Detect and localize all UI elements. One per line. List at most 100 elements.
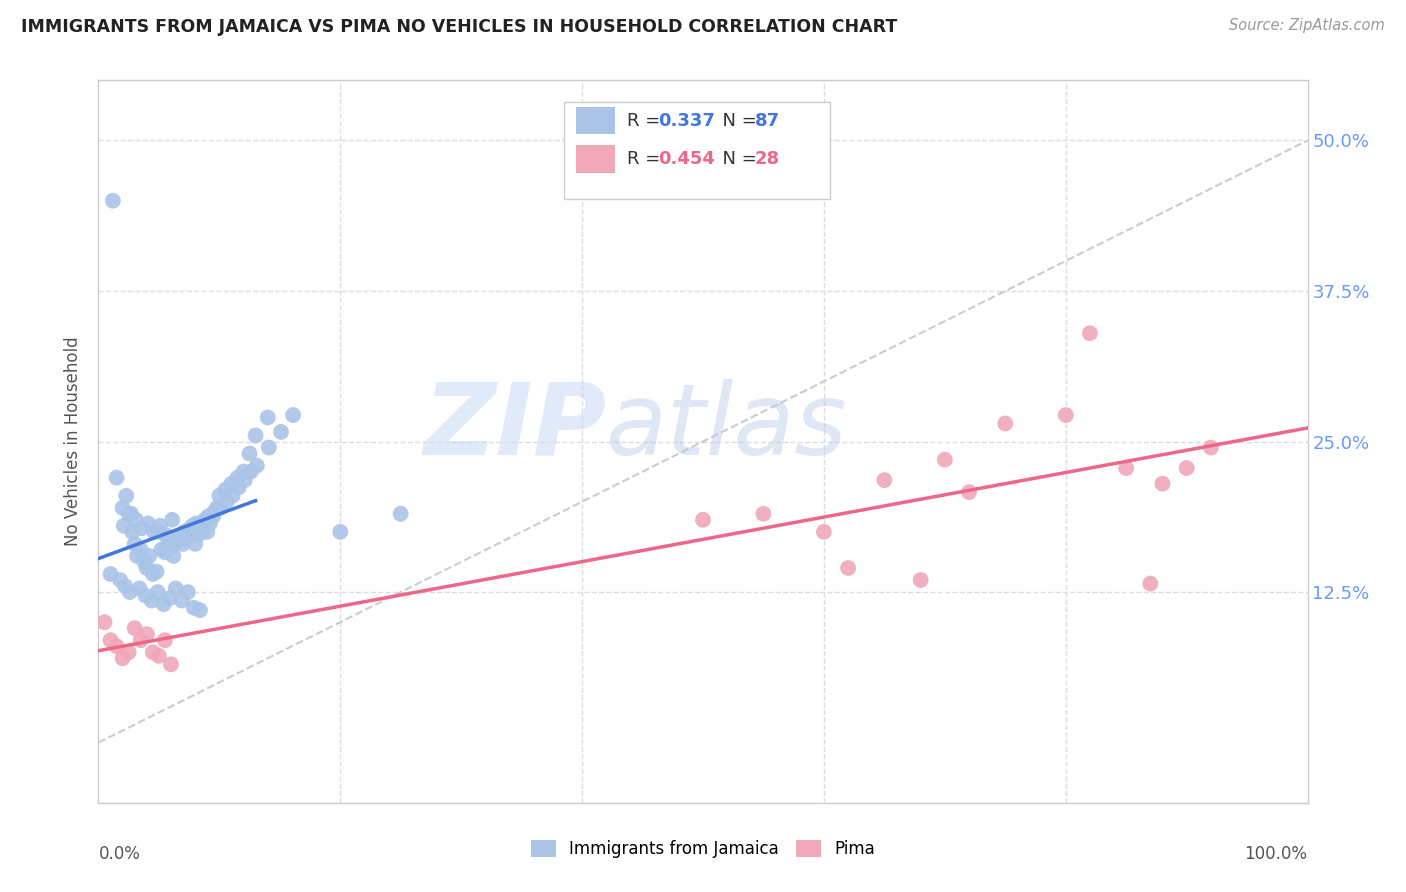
Point [127, 549, 149, 563]
Point [934, 452, 956, 467]
Point [179, 524, 201, 539]
Point [1199, 441, 1222, 455]
Point [1078, 326, 1101, 341]
Text: ZIP: ZIP [423, 378, 606, 475]
Point [173, 524, 195, 539]
Point [1139, 576, 1161, 591]
Point [194, 513, 217, 527]
Point [149, 519, 172, 533]
Point [125, 513, 148, 527]
Point [191, 524, 214, 539]
Point [129, 542, 152, 557]
Point [281, 408, 304, 422]
Point [208, 489, 231, 503]
Point [184, 537, 207, 551]
Point [174, 531, 197, 545]
Point [389, 507, 412, 521]
Point [166, 533, 188, 548]
Text: N =: N = [711, 112, 763, 129]
Point [142, 567, 165, 582]
Point [135, 589, 157, 603]
Point [186, 516, 208, 531]
Point [145, 565, 167, 579]
Point [257, 441, 280, 455]
Point [169, 528, 191, 542]
Point [120, 507, 142, 521]
Point [134, 555, 156, 569]
Point [246, 458, 269, 473]
Point [188, 603, 211, 617]
Point [148, 648, 170, 663]
Point [124, 621, 146, 635]
Point [105, 639, 128, 653]
Point [270, 425, 292, 439]
Point [1115, 461, 1137, 475]
Point [153, 545, 176, 559]
Text: N =: N = [711, 150, 763, 168]
Point [205, 500, 228, 515]
Text: IMMIGRANTS FROM JAMAICA VS PIMA NO VEHICLES IN HOUSEHOLD CORRELATION CHART: IMMIGRANTS FROM JAMAICA VS PIMA NO VEHIC… [21, 18, 897, 36]
Point [239, 465, 262, 479]
Text: 87: 87 [755, 112, 780, 129]
Point [181, 519, 204, 533]
Point [118, 507, 141, 521]
Text: 0.454: 0.454 [658, 150, 716, 168]
Point [148, 524, 170, 539]
Text: atlas: atlas [606, 378, 848, 475]
Legend: Immigrants from Jamaica, Pima: Immigrants from Jamaica, Pima [523, 832, 883, 867]
Point [233, 473, 256, 487]
Point [93, 615, 115, 630]
Point [142, 645, 165, 659]
Point [837, 561, 859, 575]
Point [239, 446, 262, 460]
Point [256, 410, 278, 425]
Point [215, 494, 238, 508]
Point [135, 561, 157, 575]
Point [111, 651, 134, 665]
Text: 28: 28 [755, 150, 780, 168]
Point [165, 582, 187, 596]
Point [1175, 461, 1198, 475]
Point [179, 521, 201, 535]
Point [1152, 476, 1174, 491]
Point [221, 476, 243, 491]
Point [752, 507, 775, 521]
Point [187, 528, 209, 542]
Text: R =: R = [627, 150, 666, 168]
Point [155, 528, 177, 542]
Point [221, 489, 243, 503]
Point [118, 585, 141, 599]
Point [167, 531, 190, 545]
Point [129, 633, 152, 648]
Point [204, 504, 226, 518]
FancyBboxPatch shape [564, 102, 830, 200]
Point [146, 585, 169, 599]
Point [150, 542, 173, 557]
Point [135, 627, 157, 641]
Point [115, 489, 138, 503]
Point [190, 521, 212, 535]
Point [177, 585, 200, 599]
Point [141, 593, 163, 607]
Point [692, 513, 714, 527]
FancyBboxPatch shape [576, 107, 614, 135]
Point [183, 600, 205, 615]
Point [112, 519, 135, 533]
Point [152, 597, 174, 611]
Point [105, 471, 128, 485]
Point [209, 500, 232, 515]
Point [100, 567, 122, 582]
Point [873, 473, 896, 487]
Text: R =: R = [627, 112, 666, 129]
Point [162, 549, 184, 563]
Point [143, 524, 166, 539]
Point [1054, 408, 1077, 422]
Point [195, 524, 218, 539]
Point [131, 521, 153, 535]
Point [197, 509, 219, 524]
Point [910, 573, 932, 587]
Point [160, 513, 183, 527]
Text: 0.0%: 0.0% [98, 845, 141, 863]
Point [124, 537, 146, 551]
Point [813, 524, 835, 539]
